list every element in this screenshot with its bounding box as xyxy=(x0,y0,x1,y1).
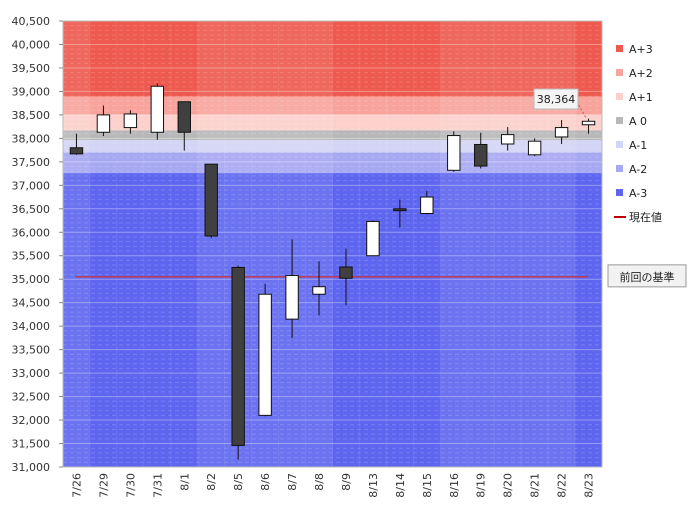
legend-label: A-3 xyxy=(629,187,647,200)
y-tick-label: 39,500 xyxy=(12,62,51,75)
candle-body xyxy=(285,274,299,320)
y-tick-label: 35,500 xyxy=(12,250,51,263)
candle-body xyxy=(393,208,407,212)
legend-swatch xyxy=(616,93,623,100)
candle-body xyxy=(258,293,272,416)
y-tick-label: 39,000 xyxy=(12,85,51,98)
x-tick-label: 7/30 xyxy=(124,473,137,498)
candle-body xyxy=(312,286,326,295)
candle-body xyxy=(96,114,111,133)
y-tick-label: 37,000 xyxy=(12,179,51,192)
y-tick-label: 40,000 xyxy=(12,38,51,51)
x-tick-label: 8/6 xyxy=(259,473,272,491)
plot-border xyxy=(62,20,603,468)
candle-body xyxy=(231,266,245,446)
y-tick-label: 35,000 xyxy=(12,273,51,286)
candle-body xyxy=(474,143,488,167)
week-shade-0 xyxy=(63,21,90,467)
legend-swatch xyxy=(616,117,623,124)
legend-label: A+1 xyxy=(629,91,653,104)
y-tick-label: 33,500 xyxy=(12,344,51,357)
reference-label-box xyxy=(607,264,687,288)
candle-body xyxy=(554,127,569,138)
x-tick-label: 8/7 xyxy=(286,473,299,491)
y-tick-label: 38,000 xyxy=(12,132,51,145)
legend-label: A+2 xyxy=(629,67,653,80)
callout-value: 38,364 xyxy=(537,93,576,106)
x-tick-label: 8/8 xyxy=(313,473,326,491)
candle-body xyxy=(204,163,218,237)
legend-swatch xyxy=(616,189,623,196)
x-tick-label: 8/16 xyxy=(448,473,461,498)
x-tick-label: 8/15 xyxy=(421,473,434,498)
zone-band-5 xyxy=(63,152,602,174)
zone-band-2 xyxy=(63,114,602,131)
candle-body xyxy=(500,134,515,145)
candle-body xyxy=(447,135,461,171)
x-tick-label: 8/1 xyxy=(178,473,191,491)
legend-swatch xyxy=(616,45,623,52)
zone-band-1 xyxy=(63,96,602,115)
candle-body xyxy=(69,147,84,155)
candle-body xyxy=(366,220,380,257)
reference-label: 前回の基準 xyxy=(620,270,675,284)
x-tick-label: 8/19 xyxy=(475,473,488,498)
legend-label: A-1 xyxy=(629,139,647,152)
candle-body xyxy=(420,196,434,214)
x-tick-label: 8/22 xyxy=(556,473,569,498)
zone-band-0 xyxy=(63,21,602,97)
callout-box xyxy=(533,88,579,110)
y-tick-label: 34,500 xyxy=(12,297,51,310)
x-tick-label: 8/9 xyxy=(340,473,353,491)
x-tick-label: 8/21 xyxy=(529,473,542,498)
y-tick-label: 38,500 xyxy=(12,109,51,122)
y-tick-label: 31,500 xyxy=(12,438,51,451)
legend-swatch xyxy=(616,141,623,148)
y-tick-label: 40,500 xyxy=(12,15,51,28)
x-tick-label: 8/13 xyxy=(367,473,380,498)
candle-body xyxy=(339,266,353,279)
x-tick-label: 8/2 xyxy=(205,473,218,491)
legend-swatch xyxy=(616,165,623,172)
x-tick-label: 8/23 xyxy=(583,473,596,498)
legend-label: A 0 xyxy=(629,115,647,128)
x-tick-label: 8/14 xyxy=(394,473,407,498)
y-tick-label: 36,000 xyxy=(12,226,51,239)
x-tick-label: 8/5 xyxy=(232,473,245,491)
legend-label: 現在値 xyxy=(629,211,662,224)
candle-body xyxy=(581,120,596,126)
candle-body xyxy=(150,85,165,133)
x-tick-label: 8/20 xyxy=(502,473,515,498)
candle-body xyxy=(123,113,138,129)
zone-band-3 xyxy=(63,130,602,141)
candle-body xyxy=(177,101,191,133)
y-tick-label: 31,000 xyxy=(12,461,51,474)
legend-label: A-2 xyxy=(629,163,647,176)
week-shade-4 xyxy=(440,21,576,467)
y-tick-label: 32,500 xyxy=(12,391,51,404)
zone-band-4 xyxy=(63,140,602,153)
y-tick-label: 37,500 xyxy=(12,156,51,169)
legend-label: A+3 xyxy=(629,43,653,56)
candle-body xyxy=(527,140,542,156)
y-tick-label: 34,000 xyxy=(12,320,51,333)
y-tick-label: 32,000 xyxy=(12,414,51,427)
zone-band-6 xyxy=(63,173,602,467)
x-tick-label: 7/26 xyxy=(70,473,83,498)
y-tick-label: 33,000 xyxy=(12,367,51,380)
legend-swatch xyxy=(616,69,623,76)
x-tick-label: 7/29 xyxy=(97,473,110,498)
x-tick-label: 7/31 xyxy=(151,473,164,498)
y-tick-label: 36,500 xyxy=(12,203,51,216)
